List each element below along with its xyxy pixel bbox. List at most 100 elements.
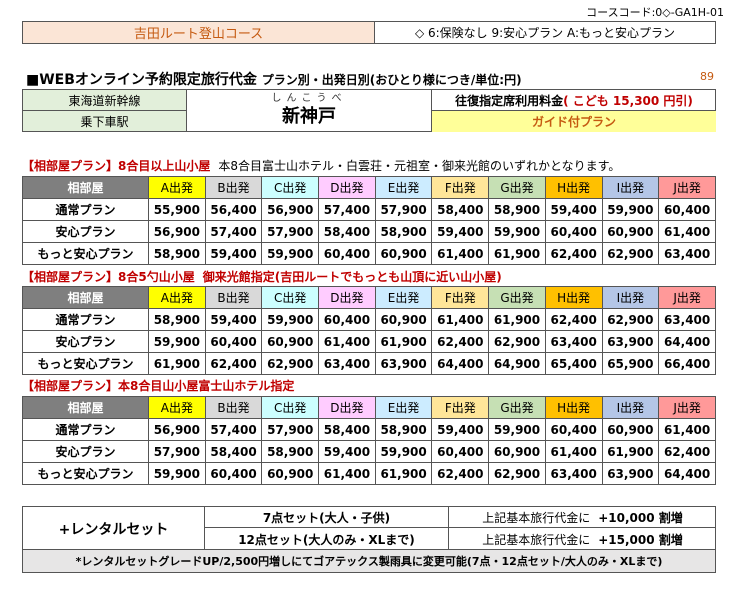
table-header-row: 相部屋 A出発 B出発 C出発 D出発 E出発 F出発 G出発 H出発 I出発 J出発 xyxy=(22,396,716,419)
price-cell: 58,900 xyxy=(374,220,433,243)
destination-name: 新神戸 xyxy=(282,105,336,127)
plan-name: 安心プラン xyxy=(22,330,149,353)
rental-base-label: 上記基本旅行代金に xyxy=(482,510,591,525)
price-cell: 56,900 xyxy=(261,198,320,221)
price-cell: 59,900 xyxy=(601,198,660,221)
departure-header-c: C出発 xyxy=(261,286,320,309)
price-cell: 59,400 xyxy=(544,198,603,221)
price-cell: 59,900 xyxy=(148,462,206,485)
section-heading: 【相部屋プラン】本8合目山小屋富士山ホテル指定 xyxy=(22,379,295,393)
course-name: 吉田ルート登山コース xyxy=(23,22,375,43)
rental-set12: 12点セット(大人のみ・XLまで) xyxy=(205,528,449,550)
price-cell: 57,900 xyxy=(261,418,320,441)
price-cell: 59,400 xyxy=(318,440,376,463)
price-cell: 55,900 xyxy=(148,198,206,221)
departure-header-f: F出発 xyxy=(431,176,490,199)
price-cell: 61,400 xyxy=(318,462,376,485)
room-type-header: 相部屋 xyxy=(22,396,149,419)
table-row: 安心プラン 56,900 57,400 57,900 58,400 58,900 59,40… xyxy=(22,220,716,243)
price-cell: 59,400 xyxy=(431,220,490,243)
headline-title: ■WEBオンライン予約限定旅行代金 xyxy=(26,72,257,88)
price-cell: 60,400 xyxy=(658,198,716,221)
price-cell: 59,900 xyxy=(374,440,433,463)
price-cell: 61,900 xyxy=(374,330,433,353)
price-cell: 58,900 xyxy=(148,242,206,265)
price-cell: 58,400 xyxy=(318,220,376,243)
price-cell: 60,900 xyxy=(488,440,546,463)
price-cell: 63,400 xyxy=(544,330,603,353)
departure-header-a: A出発 xyxy=(148,286,206,309)
price-cell: 60,400 xyxy=(204,330,263,353)
price-cell: 63,400 xyxy=(658,308,716,331)
departure-header-e: E出発 xyxy=(374,396,433,419)
price-cell: 59,400 xyxy=(204,242,263,265)
price-cell: 62,400 xyxy=(431,462,490,485)
table-row: 通常プラン 56,900 57,400 57,900 58,400 58,900 59,40… xyxy=(22,418,716,441)
table-row: 通常プラン 55,900 56,400 56,900 57,400 57,900 58,40… xyxy=(22,198,716,221)
plan-name: 安心プラン xyxy=(22,220,149,243)
route-info: 東海道新幹線 乗下車駅 しんこうべ 新神戸 往復指定席利用料金 ( こども 15… xyxy=(22,89,716,132)
price-cell: 58,400 xyxy=(318,418,376,441)
price-cell: 57,900 xyxy=(374,198,433,221)
price-cell: 62,400 xyxy=(431,330,490,353)
price-cell: 60,400 xyxy=(431,440,490,463)
fare-table: 相部屋 A出発 B出発 C出発 D出発 E出発 F出発 G出発 H出発 I出発 J出発 通常プラン 58… xyxy=(22,286,716,375)
rental-add12: +15,000 割増 xyxy=(598,532,683,547)
headline: ■WEBオンライン予約限定旅行代金 プラン別・出発日別(おひとり様につき/単位:… xyxy=(26,69,522,89)
rental-label: +レンタルセット xyxy=(23,507,205,550)
rental-surcharge-12: 上記基本旅行代金に +15,000 割増 xyxy=(449,528,716,550)
departure-header-g: G出発 xyxy=(488,286,546,309)
departure-header-h: H出発 xyxy=(544,396,603,419)
fare-label: 往復指定席利用料金 xyxy=(455,93,564,108)
section-title: 【相部屋プラン】8合5勺山小屋 御来光館指定(吉田ルートでもっとも山頂に近い山小屋… xyxy=(22,268,502,285)
price-cell: 62,900 xyxy=(488,330,546,353)
departure-header-j: J出発 xyxy=(658,396,716,419)
price-cell: 64,900 xyxy=(488,352,546,375)
price-cell: 60,900 xyxy=(601,418,660,441)
price-cell: 62,400 xyxy=(544,242,603,265)
price-cell: 58,400 xyxy=(431,198,490,221)
destination: しんこうべ 新神戸 xyxy=(187,90,432,132)
section-heading: 【相部屋プラン】8合5勺山小屋 xyxy=(22,270,195,284)
page-number: 89 xyxy=(700,70,714,83)
departure-header-d: D出発 xyxy=(318,396,376,419)
plan-name: 通常プラン xyxy=(22,418,149,441)
departure-header-h: H出発 xyxy=(544,176,603,199)
departure-header-g: G出発 xyxy=(488,396,546,419)
price-cell: 59,900 xyxy=(261,308,320,331)
guide-plan: ガイド付プラン xyxy=(432,111,716,132)
departure-header-i: I出発 xyxy=(601,176,660,199)
price-cell: 63,400 xyxy=(658,242,716,265)
price-cell: 62,400 xyxy=(204,352,263,375)
price-cell: 61,400 xyxy=(658,418,716,441)
room-type-header: 相部屋 xyxy=(22,286,149,309)
price-cell: 61,400 xyxy=(544,440,603,463)
departure-header-d: D出発 xyxy=(318,286,376,309)
price-cell: 61,400 xyxy=(431,242,490,265)
course-code: コースコード:0◇-GA1H-01 xyxy=(586,6,724,19)
child-discount: ( こども 15,300 円引) xyxy=(563,93,693,108)
price-cell: 60,900 xyxy=(374,242,433,265)
table-row: もっと安心プラン 59,900 60,400 60,900 61,400 61,900 62… xyxy=(22,462,716,485)
rental-add7: +10,000 割増 xyxy=(598,510,683,525)
price-cell: 62,400 xyxy=(544,308,603,331)
price-cell: 64,400 xyxy=(431,352,490,375)
price-cell: 57,900 xyxy=(148,440,206,463)
departure-header-b: B出発 xyxy=(204,286,263,309)
price-cell: 58,900 xyxy=(148,308,206,331)
price-cell: 59,400 xyxy=(431,418,490,441)
departure-header-b: B出発 xyxy=(204,396,263,419)
plan-name: 安心プラン xyxy=(22,440,149,463)
departure-header-i: I出発 xyxy=(601,396,660,419)
plan-name: もっと安心プラン xyxy=(22,242,149,265)
price-cell: 60,900 xyxy=(261,330,320,353)
price-cell: 63,900 xyxy=(601,462,660,485)
rental-set7: 7点セット(大人・子供) xyxy=(205,507,449,528)
section-title: 【相部屋プラン】本8合目山小屋富士山ホテル指定 xyxy=(22,377,294,394)
departure-header-c: C出発 xyxy=(261,176,320,199)
destination-ruby: しんこうべ xyxy=(271,92,347,104)
price-cell: 57,900 xyxy=(261,220,320,243)
table-row: 通常プラン 58,900 59,400 59,900 60,400 60,900 61,40… xyxy=(22,308,716,331)
price-cell: 61,900 xyxy=(148,352,206,375)
departure-header-e: E出発 xyxy=(374,286,433,309)
